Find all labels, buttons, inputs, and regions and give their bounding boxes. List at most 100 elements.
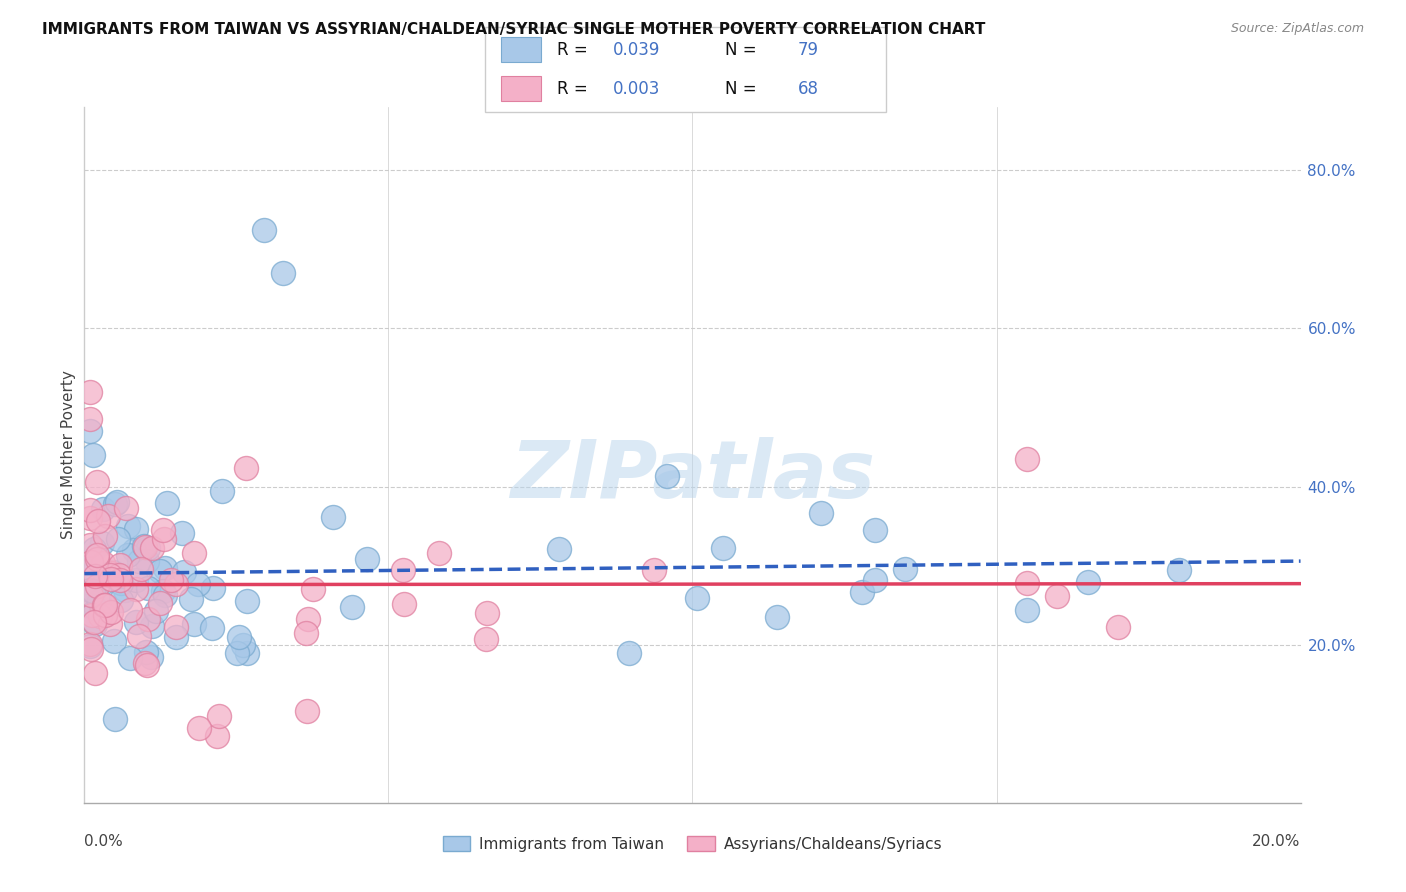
Legend: Immigrants from Taiwan, Assyrians/Chaldeans/Syriacs: Immigrants from Taiwan, Assyrians/Chalde… xyxy=(436,830,949,858)
Point xyxy=(1046,589,1069,603)
Text: 0.039: 0.039 xyxy=(613,41,661,59)
Point xyxy=(153,533,176,547)
Point xyxy=(79,511,101,525)
Point xyxy=(187,577,209,591)
Point xyxy=(125,582,148,596)
Text: N =: N = xyxy=(725,41,762,59)
Point xyxy=(79,637,101,651)
Point xyxy=(100,572,122,586)
Point xyxy=(86,552,108,566)
Text: 0.003: 0.003 xyxy=(613,79,661,97)
Point xyxy=(84,616,107,631)
Point xyxy=(79,503,101,517)
Point xyxy=(211,484,233,499)
Point xyxy=(91,557,114,571)
Point xyxy=(1167,563,1189,577)
Point xyxy=(188,721,211,735)
Point xyxy=(894,562,917,576)
Point xyxy=(392,564,415,578)
Point xyxy=(1107,620,1129,634)
Point xyxy=(183,546,205,560)
Point xyxy=(108,558,131,573)
Point xyxy=(107,532,129,546)
Point xyxy=(120,603,142,617)
Point xyxy=(152,584,174,599)
Point xyxy=(86,475,108,490)
Point xyxy=(107,568,129,582)
Point xyxy=(129,562,152,576)
Point xyxy=(141,619,163,633)
Point xyxy=(82,584,104,599)
Point xyxy=(84,665,107,680)
Point xyxy=(79,424,101,438)
Point xyxy=(103,634,125,648)
Point xyxy=(619,646,641,660)
Point xyxy=(475,606,498,620)
Point xyxy=(152,523,174,537)
Bar xyxy=(501,37,541,62)
Point xyxy=(117,518,139,533)
Point xyxy=(80,556,103,570)
Point xyxy=(863,523,886,537)
Point xyxy=(851,584,873,599)
Point xyxy=(84,569,107,583)
Point xyxy=(322,510,344,524)
Point xyxy=(183,616,205,631)
Point xyxy=(165,620,187,634)
Point xyxy=(134,540,156,554)
Point xyxy=(86,602,108,616)
Point xyxy=(89,609,111,624)
Y-axis label: Single Mother Poverty: Single Mother Poverty xyxy=(60,370,76,540)
Point xyxy=(90,536,112,550)
Point xyxy=(136,657,159,672)
Point xyxy=(125,615,148,629)
Point xyxy=(686,591,709,605)
Point xyxy=(208,708,231,723)
Point xyxy=(79,583,101,598)
Point xyxy=(711,541,734,555)
Point xyxy=(93,575,115,590)
Point xyxy=(79,639,101,653)
Point xyxy=(236,593,259,607)
Point xyxy=(232,638,254,652)
Text: ZIPatlas: ZIPatlas xyxy=(510,437,875,515)
Text: 0.0%: 0.0% xyxy=(84,834,124,849)
Point xyxy=(94,598,117,612)
Point xyxy=(340,599,363,614)
Text: IMMIGRANTS FROM TAIWAN VS ASSYRIAN/CHALDEAN/SYRIAC SINGLE MOTHER POVERTY CORRELA: IMMIGRANTS FROM TAIWAN VS ASSYRIAN/CHALD… xyxy=(42,22,986,37)
Point xyxy=(643,563,665,577)
Point xyxy=(810,506,832,520)
Point xyxy=(295,705,318,719)
Text: R =: R = xyxy=(557,41,593,59)
Point xyxy=(766,610,789,624)
Point xyxy=(165,630,187,644)
Point xyxy=(125,573,148,587)
Point xyxy=(128,629,150,643)
Point xyxy=(83,615,105,629)
Point xyxy=(79,554,101,568)
Point xyxy=(80,641,103,656)
Bar xyxy=(501,76,541,102)
Point xyxy=(110,593,132,607)
Point xyxy=(141,541,163,555)
Text: 79: 79 xyxy=(797,41,818,59)
Point xyxy=(356,551,378,566)
Point xyxy=(87,594,110,608)
Point xyxy=(101,566,124,580)
Point xyxy=(117,548,139,562)
Point xyxy=(115,500,138,515)
Point xyxy=(301,582,323,596)
Text: Source: ZipAtlas.com: Source: ZipAtlas.com xyxy=(1230,22,1364,36)
Point xyxy=(205,729,228,743)
Point xyxy=(108,573,131,587)
Point xyxy=(87,514,110,528)
Text: 68: 68 xyxy=(797,79,818,97)
Point xyxy=(135,645,157,659)
Point xyxy=(136,581,159,595)
Point xyxy=(79,538,101,552)
Point xyxy=(429,546,451,560)
Point xyxy=(228,630,250,644)
Point xyxy=(79,599,101,613)
Point xyxy=(110,576,132,591)
Point xyxy=(136,554,159,568)
